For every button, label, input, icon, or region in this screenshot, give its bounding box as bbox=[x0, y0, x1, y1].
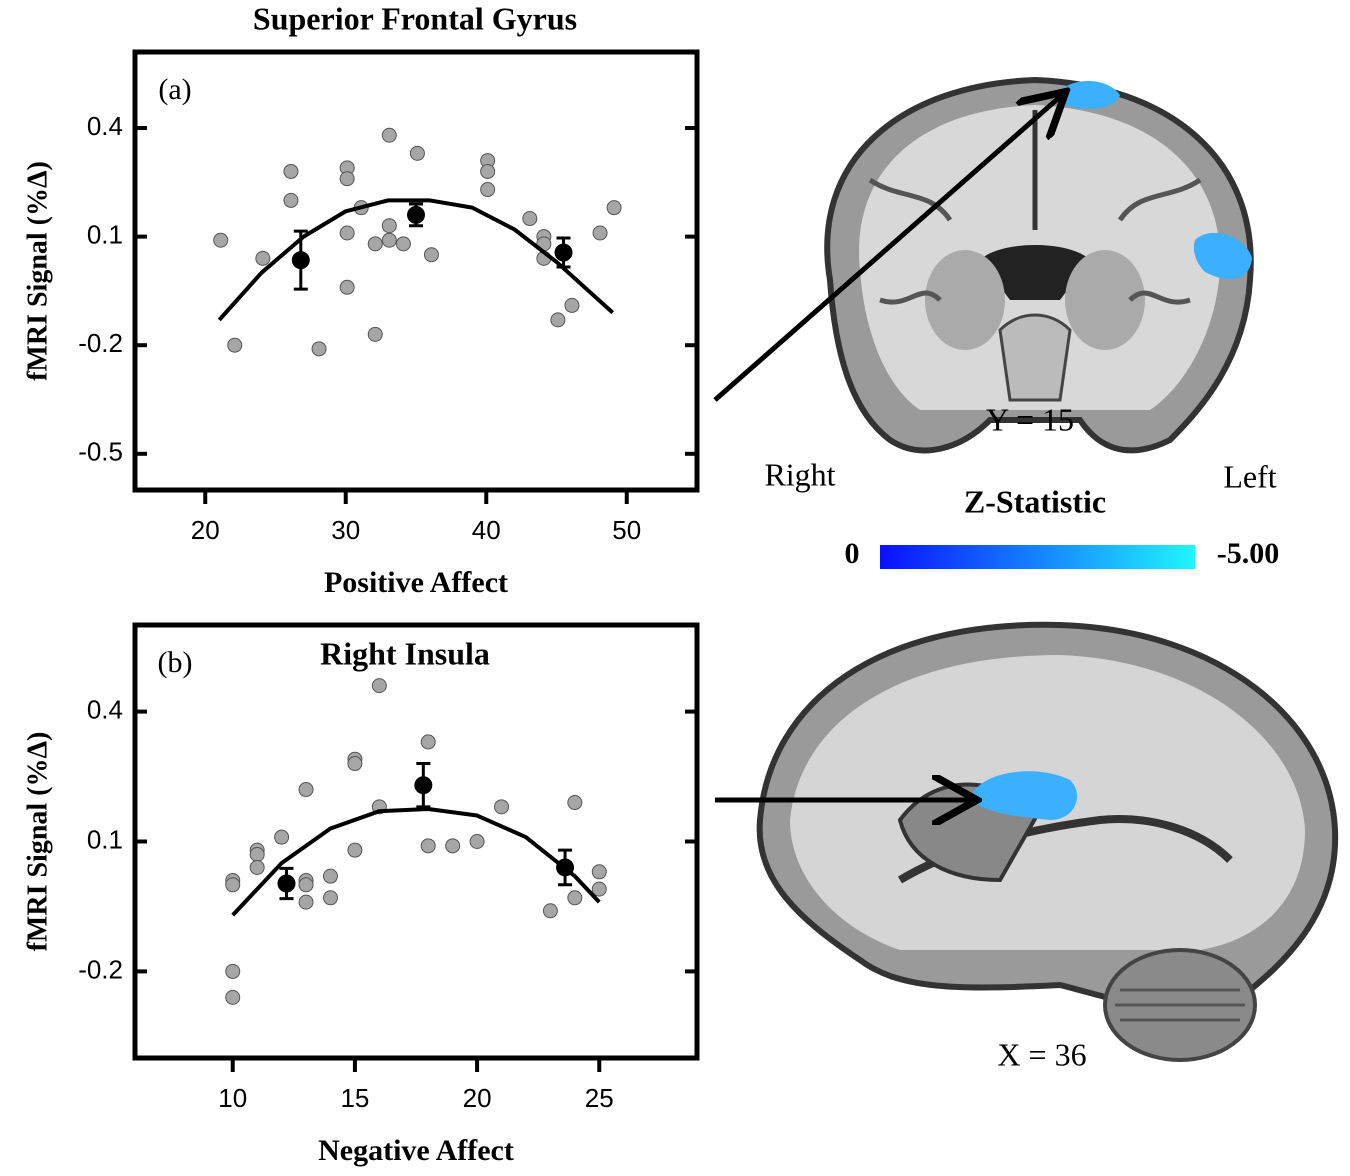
data-point bbox=[250, 860, 264, 874]
data-point bbox=[226, 964, 240, 978]
data-point bbox=[275, 830, 289, 844]
x-tick-label: 10 bbox=[218, 1083, 247, 1113]
data-point bbox=[424, 248, 438, 262]
x-tick-label: 15 bbox=[340, 1083, 369, 1113]
data-point bbox=[446, 839, 460, 853]
y-tick-label: 0.4 bbox=[87, 111, 123, 141]
data-point bbox=[228, 338, 242, 352]
y-tick-label: -0.2 bbox=[78, 328, 123, 358]
panel-label: (a) bbox=[158, 73, 191, 106]
data-point bbox=[372, 679, 386, 693]
x-axis-label: Positive Affect bbox=[324, 566, 508, 599]
data-point bbox=[382, 233, 396, 247]
mean-point bbox=[407, 206, 425, 224]
data-point bbox=[299, 783, 313, 797]
slice-label: X = 36 bbox=[997, 1036, 1086, 1072]
data-point bbox=[593, 226, 607, 240]
x-tick-label: 40 bbox=[472, 515, 501, 545]
panel-label: (b) bbox=[158, 646, 193, 679]
mean-point bbox=[277, 875, 295, 893]
colorbar bbox=[880, 545, 1195, 569]
side-label: Right bbox=[764, 456, 835, 492]
data-point bbox=[481, 164, 495, 178]
coronal-brain bbox=[827, 80, 1252, 450]
data-point bbox=[214, 233, 228, 247]
plot-frame bbox=[135, 52, 697, 490]
data-point bbox=[312, 342, 326, 356]
data-point bbox=[348, 843, 362, 857]
chart-title: Superior Frontal Gyrus bbox=[253, 0, 577, 36]
x-tick-label: 25 bbox=[585, 1083, 614, 1113]
data-point bbox=[481, 183, 495, 197]
data-point bbox=[495, 800, 509, 814]
data-point bbox=[421, 839, 435, 853]
data-point bbox=[410, 146, 424, 160]
data-point bbox=[607, 201, 621, 215]
data-point bbox=[396, 237, 410, 251]
data-point bbox=[382, 128, 396, 142]
x-tick-label: 30 bbox=[331, 515, 360, 545]
slice-label: Y = 15 bbox=[986, 401, 1074, 437]
data-point bbox=[421, 735, 435, 749]
data-point bbox=[299, 895, 313, 909]
data-point bbox=[323, 869, 337, 883]
data-point bbox=[323, 891, 337, 905]
data-point bbox=[284, 193, 298, 207]
colorbar-tick-label: 0 bbox=[845, 537, 860, 570]
data-point bbox=[470, 835, 484, 849]
y-axis-label: fMRI Signal (%Δ) bbox=[22, 161, 53, 381]
data-point bbox=[340, 280, 354, 294]
data-point bbox=[256, 251, 270, 265]
y-tick-label: 0.4 bbox=[87, 694, 123, 724]
data-point bbox=[592, 865, 606, 879]
colorbar-tick-label: -5.00 bbox=[1217, 537, 1280, 570]
data-point bbox=[368, 327, 382, 341]
y-axis-label: fMRI Signal (%Δ) bbox=[22, 732, 53, 952]
side-label: Left bbox=[1223, 458, 1276, 494]
data-point bbox=[568, 796, 582, 810]
y-tick-label: -0.5 bbox=[78, 437, 123, 467]
data-point bbox=[523, 212, 537, 226]
data-point bbox=[565, 298, 579, 312]
data-point bbox=[226, 990, 240, 1004]
sagittal-brain bbox=[760, 625, 1336, 1060]
data-point bbox=[348, 757, 362, 771]
data-point bbox=[250, 847, 264, 861]
mean-point bbox=[292, 251, 310, 269]
colorbar-title: Z-Statistic bbox=[964, 483, 1106, 519]
x-axis-label: Negative Affect bbox=[318, 1134, 514, 1167]
y-tick-label: -0.2 bbox=[78, 954, 123, 984]
mean-point bbox=[555, 244, 573, 262]
data-point bbox=[568, 891, 582, 905]
y-tick-label: 0.1 bbox=[87, 219, 123, 249]
data-point bbox=[226, 878, 240, 892]
data-point bbox=[551, 313, 565, 327]
data-point bbox=[284, 164, 298, 178]
data-point bbox=[368, 237, 382, 251]
mean-point bbox=[414, 776, 432, 794]
mean-point bbox=[556, 858, 574, 876]
data-point bbox=[382, 219, 396, 233]
x-tick-label: 20 bbox=[463, 1083, 492, 1113]
figure: Y = 15 Right Left X = 36 Z-Statistic 0 -… bbox=[0, 0, 1350, 1176]
data-point bbox=[299, 878, 313, 892]
x-tick-label: 50 bbox=[612, 515, 641, 545]
data-point bbox=[340, 172, 354, 186]
chart-title: Right Insula bbox=[320, 635, 490, 671]
plot-frame bbox=[135, 625, 697, 1058]
y-tick-label: 0.1 bbox=[87, 824, 123, 854]
data-point bbox=[543, 904, 557, 918]
x-tick-label: 20 bbox=[191, 515, 220, 545]
data-point bbox=[340, 226, 354, 240]
